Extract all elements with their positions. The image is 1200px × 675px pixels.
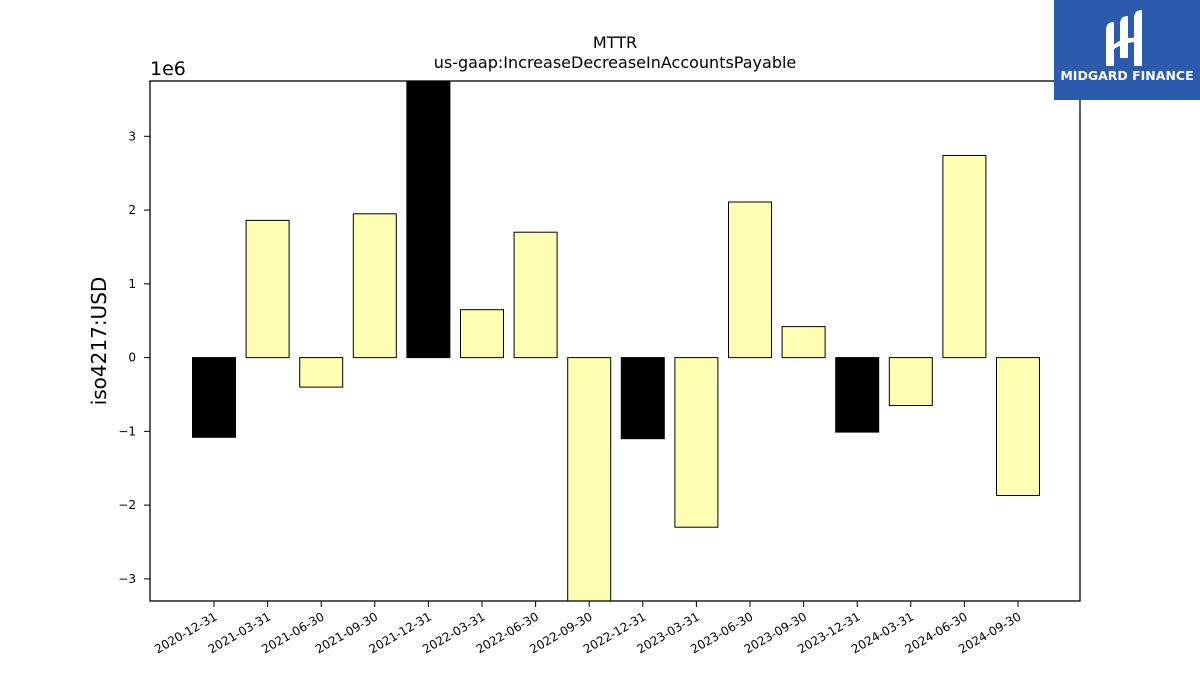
logo-mark-icon [1106,10,1142,66]
bar-2021-03-31 [245,219,290,359]
y-tick-label: −3 [118,572,136,586]
bar-2022-09-30 [567,357,612,601]
bar-2022-03-31 [460,309,504,359]
bar-2020-12-31 [192,357,236,438]
bar-2024-09-30 [996,357,1040,496]
plot-frame [149,80,1081,602]
bar-2023-06-30 [728,201,772,359]
bar-2023-03-31 [674,357,719,528]
y-axis-label: iso4217:USD [87,277,111,406]
bar-2023-12-31 [835,357,880,433]
y-tick-label: −2 [118,498,136,512]
bar-2022-12-31 [620,357,665,440]
bar-2022-06-30 [513,231,558,359]
y-tick-label: 3 [128,129,136,143]
bar-2024-06-30 [942,155,987,359]
midgard-finance-logo: MIDGARD FINANCE [1054,0,1200,100]
chart-subtitle: us-gaap:IncreaseDecreaseInAccountsPayabl… [434,53,797,72]
bar-2021-06-30 [299,357,344,388]
chart-title: MTTR [593,33,637,52]
y-tick-label: 2 [128,203,136,217]
bar-2021-09-30 [352,213,397,359]
logo-text: MIDGARD FINANCE [1060,68,1194,83]
y-tick-label: −1 [118,424,136,438]
y-offset-text: 1e6 [150,58,186,80]
bar-2021-12-31 [406,81,451,359]
bar-2024-03-31 [888,357,933,407]
y-tick-label: 0 [128,351,136,365]
y-tick-label: 1 [128,277,136,291]
bar-2023-09-30 [781,326,826,359]
